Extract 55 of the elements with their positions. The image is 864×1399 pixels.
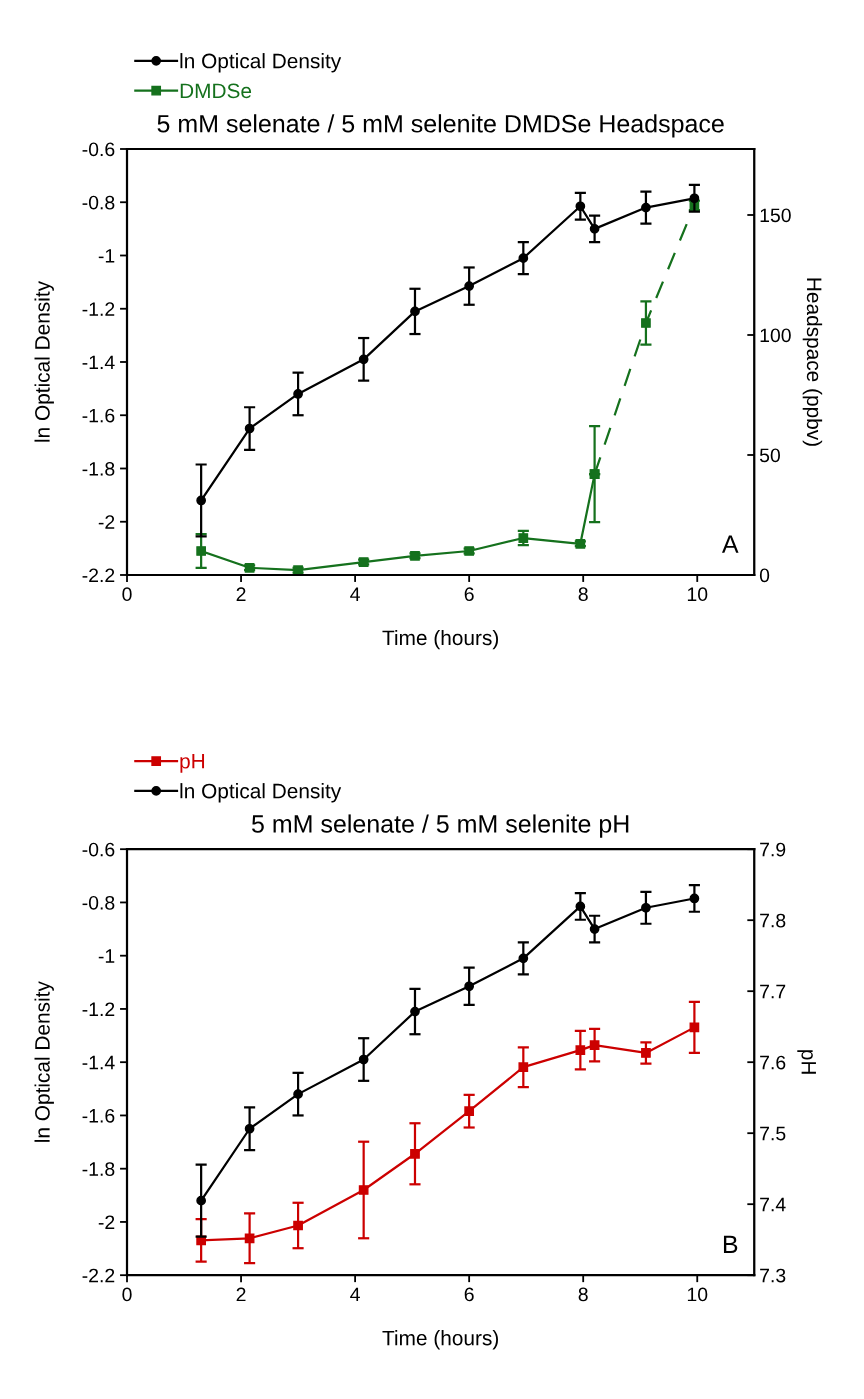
y2-axis-title: Headspace (ppbv) [802, 278, 823, 446]
y-tick-label: -1.6 [82, 1108, 115, 1123]
x-tick-label: 6 [464, 587, 474, 602]
legend-label: ln Optical Density [180, 783, 342, 803]
y2-tick-label: 7.8 [760, 913, 786, 928]
y-tick-label: -0.6 [82, 842, 115, 857]
y-tick-label: -1.6 [82, 408, 115, 423]
y-tick-label: -2.2 [82, 568, 115, 583]
y2-tick-label: 50 [759, 448, 780, 463]
y-tick-label: -2 [98, 515, 115, 529]
y2-tick-label: 7.4 [760, 1197, 786, 1212]
chart-title: 5 mM selenate / 5 mM selenite pH [251, 814, 629, 838]
y2-tick-label: 7.3 [760, 1268, 786, 1283]
y-tick-label: -1 [98, 249, 115, 263]
x-tick-label: 8 [578, 1287, 588, 1302]
y-tick-label: -1.8 [82, 1162, 115, 1176]
x-tick-label: 4 [350, 1287, 360, 1302]
y-tick-label: -1.4 [82, 355, 115, 370]
x-tick-label: 8 [578, 587, 588, 602]
y-tick-label: -1 [98, 949, 115, 963]
x-tick-label: 2 [236, 587, 246, 601]
y-tick-label: -1.4 [82, 1055, 115, 1070]
y2-axis-title: pH [797, 1050, 816, 1074]
y2-tick-label: 7.6 [760, 1055, 786, 1070]
legend-label: pH [180, 754, 205, 773]
legend-label: ln Optical Density [180, 53, 342, 73]
y-tick-label: -0.8 [82, 895, 115, 910]
y2-tick-label: 100 [760, 328, 791, 343]
y2-tick-label: 0 [759, 568, 770, 583]
x-tick-label: 0 [122, 1287, 132, 1302]
y-axis-title: ln Optical Density [34, 280, 54, 442]
x-tick-label: 0 [122, 587, 132, 602]
y2-tick-label: 7.5 [760, 1126, 786, 1141]
y-tick-label: -0.6 [82, 142, 115, 157]
y-tick-label: -1.2 [82, 1002, 115, 1016]
y-tick-label: -2 [98, 1215, 115, 1229]
y-axis-title: ln Optical Density [34, 981, 54, 1142]
x-axis-title: Time (hours) [382, 629, 498, 650]
chart-title: 5 mM selenate / 5 mM selenite DMDSe Headspace [157, 114, 724, 138]
x-tick-label: 10 [687, 587, 708, 602]
y-tick-label: -2.2 [82, 1268, 115, 1283]
y2-tick-label: 7.9 [760, 842, 786, 857]
x-axis-title: Time (hours) [382, 1330, 498, 1350]
y2-tick-label: 7.7 [760, 984, 786, 999]
y2-tick-label: 150 [760, 208, 791, 223]
x-tick-label: 2 [236, 1287, 246, 1302]
x-tick-label: 6 [464, 1287, 474, 1302]
x-tick-label: 10 [687, 1287, 708, 1302]
annotation: A [721, 535, 739, 553]
annotation: B [723, 1235, 738, 1253]
y-tick-label: -1.2 [82, 302, 115, 316]
x-tick-label: 4 [350, 587, 360, 601]
y-tick-label: -1.8 [82, 461, 115, 476]
y-tick-label: -0.8 [82, 195, 115, 210]
legend-label: DMDSe [180, 83, 252, 99]
